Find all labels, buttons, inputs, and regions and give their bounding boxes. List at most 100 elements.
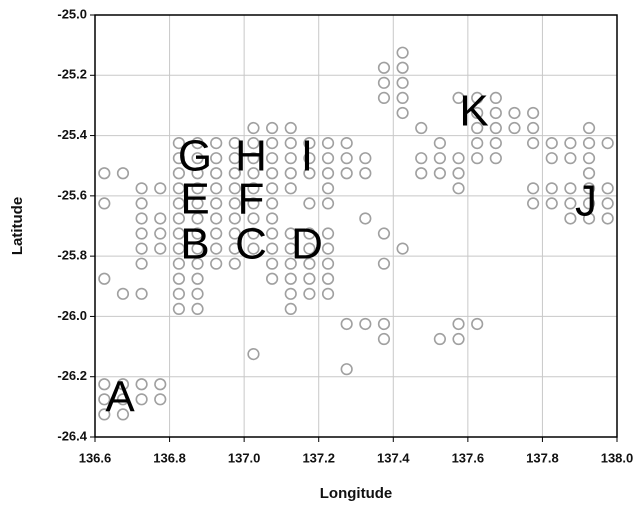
annotation: C	[235, 220, 267, 269]
point	[396, 91, 409, 104]
point	[116, 378, 130, 391]
annotations: A B C D E FG H I J K	[105, 87, 597, 422]
point	[191, 257, 204, 270]
point	[377, 227, 391, 240]
y-tick-label: -25.2	[57, 67, 87, 82]
point	[228, 212, 241, 225]
point	[303, 227, 316, 240]
x-tick-label: 136.8	[153, 450, 186, 465]
point	[135, 257, 148, 270]
point	[433, 332, 446, 346]
point	[228, 257, 241, 270]
point	[396, 61, 409, 74]
point	[228, 152, 241, 165]
point	[191, 302, 204, 315]
point	[377, 257, 391, 270]
point	[545, 182, 558, 195]
point	[340, 152, 353, 165]
point	[564, 182, 577, 195]
points	[98, 46, 614, 421]
point	[321, 167, 335, 180]
point	[508, 121, 521, 135]
point	[247, 227, 260, 240]
point	[545, 152, 558, 165]
point	[489, 106, 502, 120]
point	[98, 393, 111, 406]
point	[284, 137, 297, 150]
point	[433, 137, 446, 150]
point	[564, 137, 577, 150]
point	[135, 227, 148, 240]
point	[191, 137, 204, 150]
point	[191, 167, 204, 180]
point	[471, 106, 484, 120]
point	[489, 152, 502, 165]
point	[452, 317, 465, 331]
point	[154, 227, 167, 240]
point	[284, 182, 297, 195]
point	[452, 182, 465, 195]
point	[452, 152, 465, 165]
point	[377, 332, 391, 346]
point	[172, 212, 185, 225]
point	[471, 152, 484, 165]
point	[172, 227, 185, 240]
point	[415, 121, 428, 135]
point	[377, 61, 391, 74]
point	[321, 272, 335, 285]
point	[415, 152, 428, 165]
point	[377, 317, 391, 331]
point	[172, 182, 185, 195]
point	[247, 167, 260, 180]
point	[452, 91, 465, 104]
point	[359, 317, 372, 331]
point	[564, 197, 577, 210]
point	[303, 152, 316, 165]
point	[210, 182, 223, 195]
point	[266, 212, 279, 225]
point	[116, 408, 130, 421]
point	[116, 287, 130, 300]
point	[582, 137, 596, 150]
point	[582, 197, 596, 210]
point	[321, 242, 335, 255]
point	[321, 182, 335, 195]
point	[359, 152, 372, 165]
point	[508, 106, 521, 120]
point	[321, 152, 335, 165]
point	[396, 46, 409, 59]
point	[582, 212, 596, 225]
y-tick-label: -25.6	[57, 187, 87, 202]
point	[303, 167, 316, 180]
point	[154, 212, 167, 225]
point	[601, 212, 614, 225]
point	[582, 152, 596, 165]
point	[340, 363, 353, 376]
point	[396, 242, 409, 255]
x-axis-title: Longitude	[320, 485, 392, 502]
point	[340, 137, 353, 150]
point	[284, 167, 297, 180]
point	[489, 121, 502, 135]
point	[266, 137, 279, 150]
point	[191, 287, 204, 300]
point	[340, 167, 353, 180]
point	[116, 167, 130, 180]
point	[210, 227, 223, 240]
point	[303, 257, 316, 270]
point	[98, 408, 111, 421]
point	[266, 152, 279, 165]
point	[247, 137, 260, 150]
y-axis-title: Latitude	[9, 197, 26, 255]
point	[284, 227, 297, 240]
point	[545, 197, 558, 210]
point	[172, 257, 185, 270]
point	[582, 182, 596, 195]
point	[601, 137, 614, 150]
point	[284, 287, 297, 300]
point	[303, 272, 316, 285]
point	[247, 348, 260, 361]
point	[284, 302, 297, 315]
point	[303, 287, 316, 300]
